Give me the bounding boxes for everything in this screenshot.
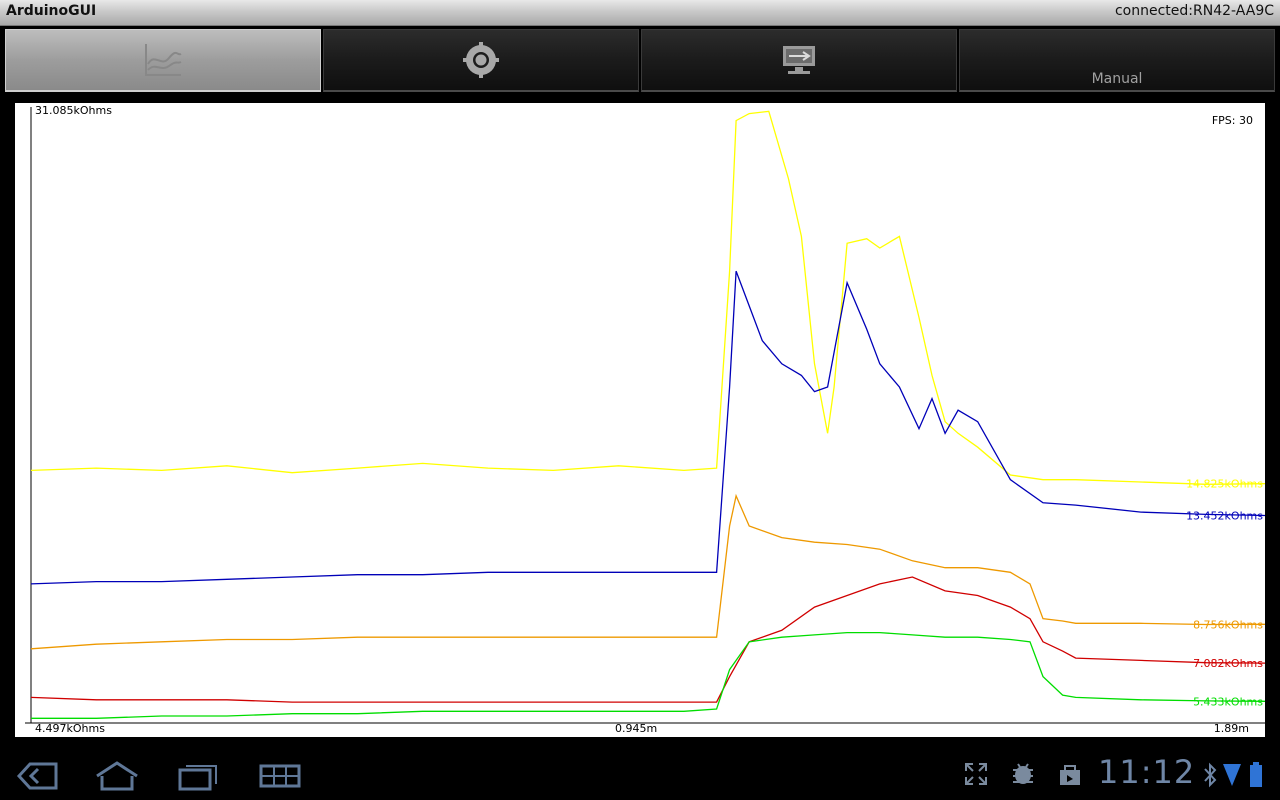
series-line-1 — [30, 270, 1265, 585]
title-bar: ArduinoGUI connected:RN42-AA9C — [0, 0, 1280, 26]
y-max-label: 31.085kOhms — [35, 104, 112, 117]
series-value-label-0: 14.825kOhms — [1186, 478, 1263, 491]
x-end-label: 1.89m — [1214, 722, 1249, 735]
back-icon[interactable] — [16, 760, 60, 792]
store-icon — [1060, 765, 1080, 785]
series-line-4 — [31, 631, 1265, 719]
fullscreen-icon[interactable] — [964, 762, 988, 786]
app-title: ArduinoGUI — [6, 3, 97, 19]
home-icon[interactable] — [94, 760, 140, 792]
clock: 11:12 — [1098, 753, 1196, 791]
tab-manual[interactable]: Manual — [959, 29, 1275, 92]
y-min-label: 4.497kOhms — [35, 722, 105, 735]
tab-graph[interactable] — [5, 29, 321, 92]
series-value-label-2: 8.756kOhms — [1193, 618, 1263, 631]
connection-status: connected:RN42-AA9C — [1114, 3, 1274, 19]
menu-grid-icon[interactable] — [258, 760, 302, 792]
graph-icon — [145, 44, 182, 76]
series-value-label-3: 7.082kOhms — [1193, 657, 1263, 670]
series-value-label-4: 5.433kOhms — [1193, 695, 1263, 708]
bluetooth-icon — [1204, 762, 1217, 788]
gear-icon — [463, 42, 499, 78]
system-navbar — [0, 752, 1280, 800]
series-value-label-1: 13.452kOhms — [1186, 510, 1263, 523]
battery-icon — [1250, 762, 1262, 787]
tab-settings[interactable] — [323, 29, 639, 92]
tab-manual-label: Manual — [1091, 71, 1143, 87]
series-line-2 — [30, 493, 1265, 650]
plot-area: 31.085kOhms FPS: 30 4.497kOhms 0.945m 1.… — [15, 103, 1265, 737]
recent-apps-icon[interactable] — [176, 760, 220, 792]
series-line-0 — [30, 110, 1265, 485]
fps-label: FPS: 30 — [1212, 114, 1253, 127]
x-mid-label: 0.945m — [615, 722, 657, 735]
usb-debug-icon — [1013, 763, 1033, 784]
wifi-signal-icon — [1223, 764, 1241, 786]
tab-bar: Manual — [5, 29, 1275, 92]
line-chart: 31.085kOhms FPS: 30 4.497kOhms 0.945m 1.… — [25, 104, 1265, 735]
tab-connection[interactable] — [641, 29, 957, 92]
series-line-3 — [30, 576, 1265, 703]
connection-icon — [783, 46, 815, 74]
